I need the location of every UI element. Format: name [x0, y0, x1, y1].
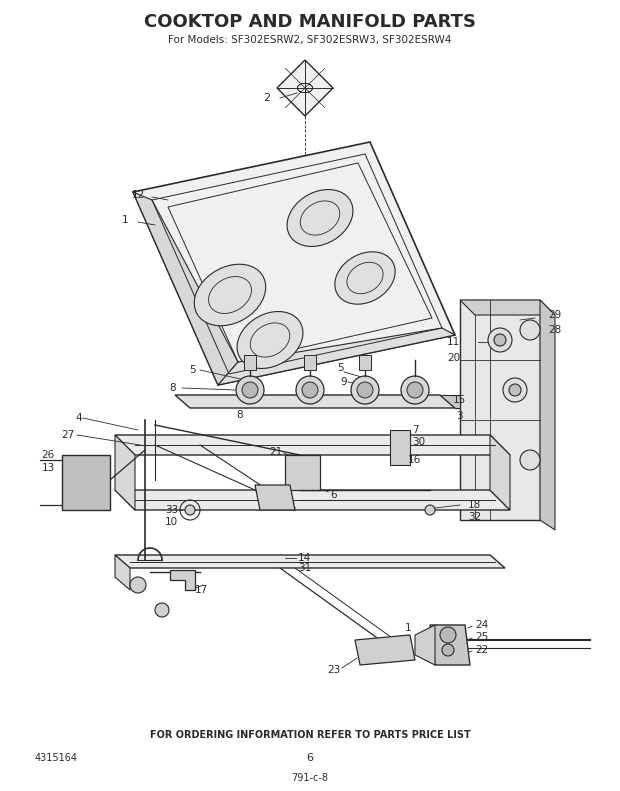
Text: 791-c-8: 791-c-8	[291, 773, 329, 783]
Circle shape	[236, 376, 264, 404]
Polygon shape	[490, 435, 510, 510]
Polygon shape	[115, 435, 135, 510]
Text: 22: 22	[475, 645, 489, 655]
Polygon shape	[115, 555, 505, 568]
Polygon shape	[115, 435, 510, 455]
Polygon shape	[335, 252, 395, 305]
Circle shape	[302, 382, 318, 398]
Text: 2: 2	[264, 93, 270, 103]
Polygon shape	[415, 625, 435, 665]
Polygon shape	[390, 430, 410, 465]
Text: 5: 5	[337, 363, 343, 373]
Text: ReplacementParts.com: ReplacementParts.com	[231, 435, 360, 445]
Polygon shape	[440, 395, 460, 408]
Polygon shape	[62, 455, 110, 510]
Text: COOKTOP AND MANIFOLD PARTS: COOKTOP AND MANIFOLD PARTS	[144, 13, 476, 31]
Polygon shape	[460, 300, 540, 520]
Text: 25: 25	[475, 632, 489, 642]
Text: 28: 28	[548, 325, 561, 335]
Text: 6: 6	[330, 490, 337, 500]
Text: 1: 1	[405, 623, 411, 633]
Circle shape	[425, 505, 435, 515]
Text: 15: 15	[453, 395, 466, 405]
Text: FOR ORDERING INFORMATION REFER TO PARTS PRICE LIST: FOR ORDERING INFORMATION REFER TO PARTS …	[149, 730, 471, 740]
Text: 18: 18	[468, 500, 481, 510]
Circle shape	[407, 382, 423, 398]
Polygon shape	[218, 328, 455, 385]
Text: 8: 8	[237, 410, 243, 420]
Text: 23: 23	[327, 665, 340, 675]
Polygon shape	[170, 570, 195, 590]
Polygon shape	[244, 355, 256, 370]
Text: For Models: SF302ESRW2, SF302ESRW3, SF302ESRW4: For Models: SF302ESRW2, SF302ESRW3, SF30…	[168, 35, 452, 45]
Polygon shape	[255, 485, 295, 510]
Text: 20: 20	[447, 353, 460, 363]
Polygon shape	[430, 625, 470, 665]
Text: 17: 17	[195, 585, 208, 595]
Polygon shape	[115, 490, 510, 510]
Polygon shape	[287, 190, 353, 247]
Text: 26: 26	[42, 450, 55, 460]
Circle shape	[130, 577, 146, 593]
Circle shape	[503, 378, 527, 402]
Circle shape	[509, 384, 521, 396]
Polygon shape	[194, 264, 265, 326]
Text: 10: 10	[165, 517, 178, 527]
Text: 16: 16	[408, 455, 421, 465]
Circle shape	[488, 328, 512, 352]
Text: 13: 13	[42, 463, 55, 473]
Text: 3: 3	[456, 411, 463, 421]
Polygon shape	[237, 312, 303, 369]
Circle shape	[185, 505, 195, 515]
Text: 7: 7	[412, 425, 418, 435]
Text: 4315164: 4315164	[35, 753, 78, 763]
Text: 1: 1	[122, 215, 128, 225]
Circle shape	[440, 627, 456, 643]
Text: 6: 6	[306, 753, 314, 763]
Polygon shape	[359, 355, 371, 370]
Circle shape	[357, 382, 373, 398]
Text: 32: 32	[468, 512, 481, 522]
Circle shape	[242, 382, 258, 398]
Polygon shape	[285, 455, 320, 490]
Circle shape	[296, 376, 324, 404]
Circle shape	[155, 603, 169, 617]
Text: 30: 30	[412, 437, 425, 447]
Circle shape	[401, 376, 429, 404]
Circle shape	[442, 644, 454, 656]
Text: 27: 27	[62, 430, 75, 440]
Circle shape	[520, 320, 540, 340]
Polygon shape	[277, 60, 333, 116]
Polygon shape	[460, 300, 555, 315]
Circle shape	[351, 376, 379, 404]
Text: 24: 24	[475, 620, 489, 630]
Circle shape	[494, 334, 506, 346]
Circle shape	[520, 450, 540, 470]
Text: 4: 4	[76, 413, 82, 423]
Polygon shape	[540, 300, 555, 530]
Text: 33: 33	[165, 505, 178, 515]
Text: 5: 5	[189, 365, 196, 375]
Text: 29: 29	[548, 310, 561, 320]
Polygon shape	[355, 635, 415, 665]
Text: 14: 14	[298, 553, 311, 563]
Polygon shape	[133, 192, 238, 385]
Text: 31: 31	[298, 563, 311, 573]
Polygon shape	[304, 355, 316, 370]
Polygon shape	[175, 395, 455, 408]
Text: 9: 9	[340, 377, 347, 387]
Text: 12: 12	[131, 190, 144, 200]
Text: 11: 11	[447, 337, 460, 347]
Polygon shape	[115, 555, 130, 590]
Text: 8: 8	[169, 383, 176, 393]
Text: 21: 21	[268, 447, 282, 457]
Polygon shape	[133, 142, 455, 385]
